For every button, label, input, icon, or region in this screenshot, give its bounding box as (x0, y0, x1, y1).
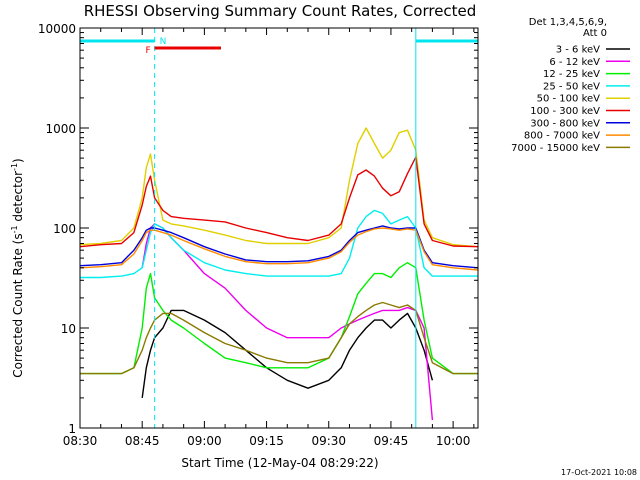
y-axis-label-base: Corrected Count Rate (s (11, 233, 25, 377)
y-tick-label-1: 10 (61, 322, 76, 336)
series-line-4 (79, 127, 479, 248)
series-line-8 (80, 301, 478, 375)
legend-label-4: 50 - 100 keV (537, 94, 601, 105)
series-line-5 (79, 156, 479, 248)
y-tick-label-4: 10000 (38, 22, 76, 36)
x-tick-label-2: 09:00 (187, 434, 222, 448)
legend-label-7: 800 - 7000 keV (524, 131, 600, 142)
legend-label-1: 6 - 12 keV (549, 57, 600, 68)
footer-date: 17-Oct-2021 10:08 (561, 468, 637, 477)
y-tick-label-0: 1 (68, 422, 76, 436)
x-tick-label-0: 08:30 (63, 434, 98, 448)
y-axis-label-sup-2: -1 (10, 163, 19, 171)
y-axis-label-end: ) (11, 158, 25, 163)
legend-header-0: Det 1,3,4,5,6,9, (529, 17, 607, 28)
axes: 08:30 08:45 09:00 09:15 09:30 09:45 10:00 1 10 10… (38, 22, 479, 448)
legend-label-3: 25 - 50 keV (543, 81, 600, 92)
series-line-0 (141, 309, 434, 398)
x-tick-label-1: 08:45 (125, 434, 160, 448)
annotation-label-night: N (160, 37, 167, 47)
chart-title: RHESSI Observing Summary Count Rates, Co… (84, 2, 477, 20)
series-line-7 (79, 227, 479, 271)
series-line-6 (79, 225, 479, 269)
legend-label-6: 300 - 800 keV (530, 118, 600, 129)
series-line-3 (80, 209, 478, 279)
x-tick-label-4: 09:30 (311, 434, 346, 448)
y-tick-label-2: 100 (53, 222, 76, 236)
x-tick-label-6: 10:00 (436, 434, 471, 448)
x-axis-label: Start Time (12-May-04 08:29:22) (181, 456, 378, 470)
y-axis-label: Corrected Count Rate (s-1 detector-1) (10, 158, 25, 377)
y-axis-label-mid: detector (11, 171, 25, 226)
annotation-label-flare: F (145, 46, 150, 56)
legend-label-5: 100 - 300 keV (530, 106, 600, 117)
legend-label-0: 3 - 6 keV (556, 45, 600, 56)
series-line-2 (80, 262, 478, 375)
y-axis-label-text: Corrected Count Rate (s-1 detector-1) (10, 158, 25, 377)
x-tick-label-3: 09:15 (249, 434, 284, 448)
legend-header-1: Att 0 (583, 28, 607, 39)
legend-label-8: 7000 - 15000 keV (511, 143, 600, 154)
y-tick-label-3: 1000 (45, 122, 76, 136)
plot-area: NF (79, 28, 479, 428)
legend-label-2: 12 - 25 keV (543, 69, 600, 80)
y-axis-label-sup-1: -1 (10, 225, 19, 233)
x-tick-label-5: 09:45 (374, 434, 409, 448)
